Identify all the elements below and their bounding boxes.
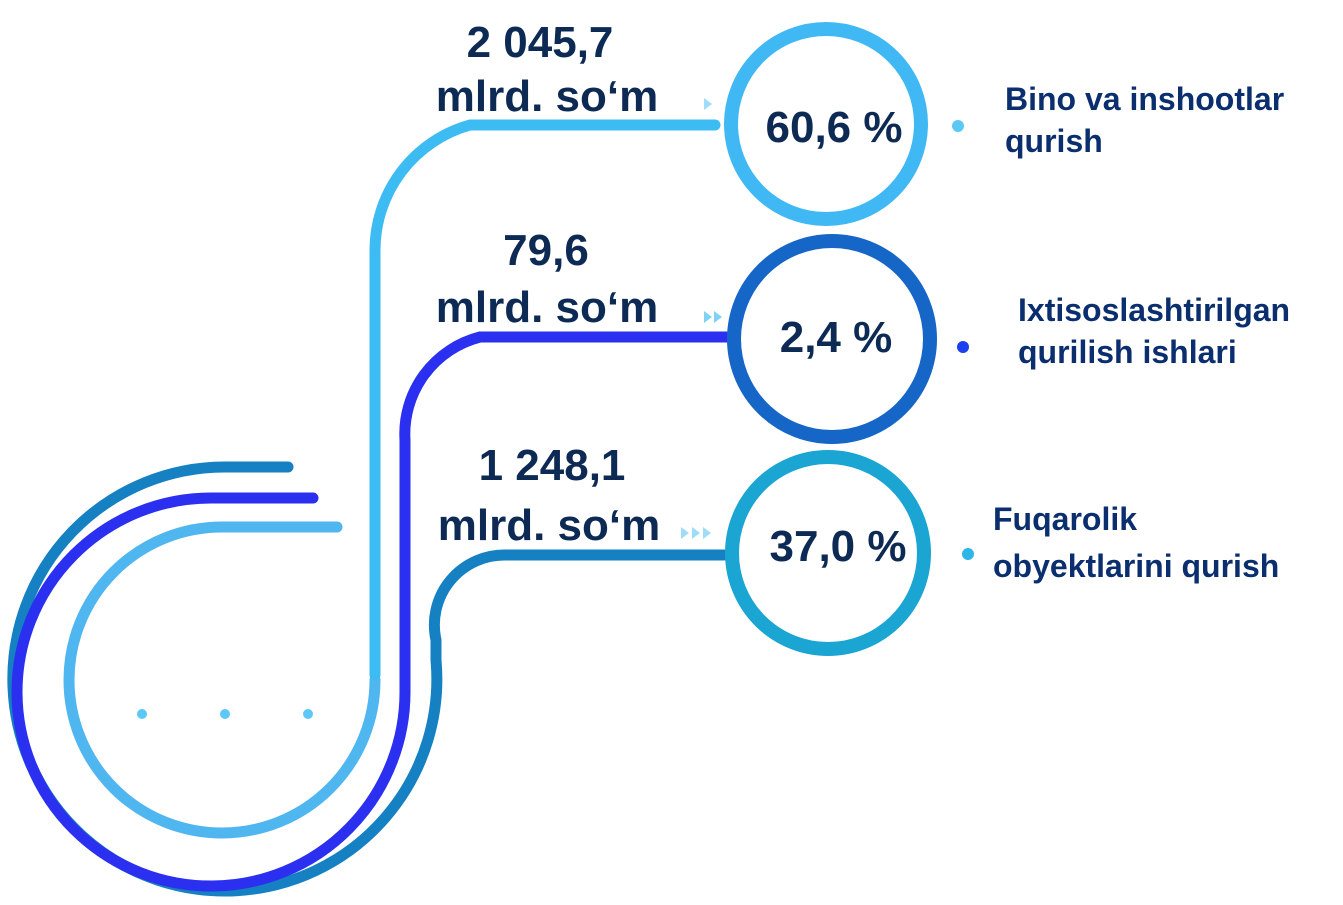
category-label-1-line1: Bino va inshootlar (1005, 81, 1284, 117)
swirl-inner-loop (63, 521, 381, 839)
bullet-dot-2 (957, 341, 969, 353)
amount-unit-2: mlrd. so‘m (436, 283, 659, 332)
amount-unit-3: mlrd. so‘m (438, 501, 661, 550)
category-label-3-line1: Fuqarolik (993, 501, 1137, 537)
bullet-dot-3 (962, 548, 974, 560)
percent-circle-3 (725, 450, 931, 656)
bullet-dot-1 (952, 120, 964, 132)
amount-value-2: 79,6 (503, 226, 589, 275)
percent-value-2: 2,4 % (780, 313, 893, 362)
category-label-2-line2: qurilish ishlari (1018, 334, 1237, 370)
amount-unit-1: mlrd. so‘m (436, 72, 659, 121)
category-label-3-line2: obyektlarini qurish (993, 548, 1279, 584)
decor-dot (137, 709, 147, 719)
single-chevron-icon (704, 98, 712, 110)
percent-value-3: 37,0 % (770, 522, 907, 571)
percent-circle-2 (727, 234, 937, 444)
triple-chevron-icon (681, 527, 711, 539)
category-label-2-line1: Ixtisoslashtirilgan (1018, 292, 1290, 328)
category-label-1-line2: qurish (1005, 123, 1103, 159)
swirl-top-branch (369, 119, 721, 681)
double-chevron-icon (704, 311, 722, 323)
amount-value-3: 1 248,1 (479, 441, 626, 490)
percent-value-1: 60,6 % (766, 103, 903, 152)
swirl-middle-loop (11, 331, 733, 892)
decor-dot (220, 709, 230, 719)
percent-circle-1 (724, 22, 928, 226)
amount-value-1: 2 045,7 (467, 18, 614, 67)
decor-dot (303, 709, 313, 719)
